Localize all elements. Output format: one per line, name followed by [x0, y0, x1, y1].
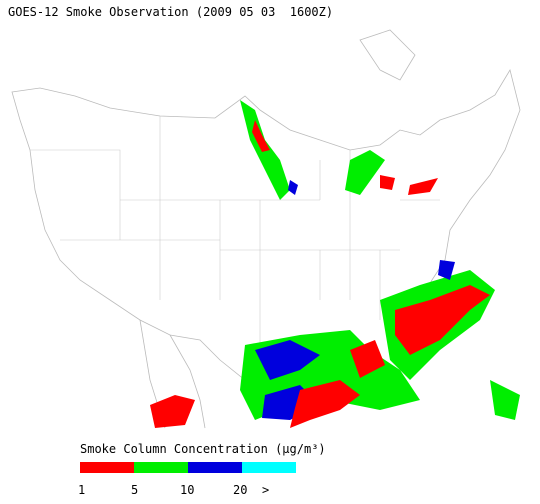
- legend: 1 5 10 20 >: [78, 462, 296, 497]
- legend-swatch: [242, 462, 296, 473]
- legend-label: >: [262, 483, 269, 497]
- legend-swatch: [134, 462, 188, 473]
- legend-label: 5: [131, 483, 138, 497]
- legend-label: 20: [233, 483, 247, 497]
- legend-label: 10: [180, 483, 194, 497]
- legend-label: 1: [78, 483, 85, 497]
- basemap: [11, 29, 521, 429]
- legend-swatch: [188, 462, 242, 473]
- smoke-observations: [150, 100, 520, 428]
- legend-title: Smoke Column Concentration (µg/m³): [80, 442, 326, 456]
- map-title: GOES-12 Smoke Observation (2009 05 03 16…: [8, 5, 333, 19]
- legend-swatch: [80, 462, 134, 473]
